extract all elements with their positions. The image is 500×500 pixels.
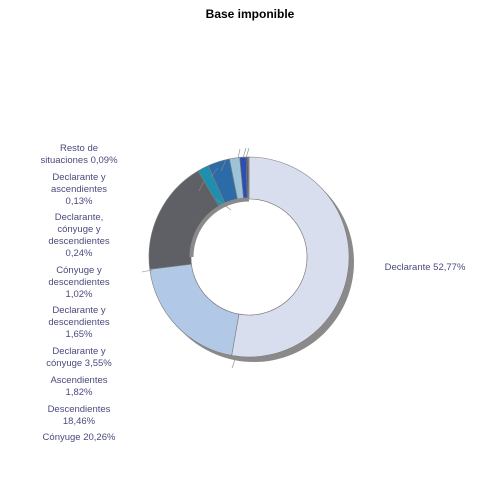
label-line: descendientes	[48, 236, 110, 247]
label-line: 1,82%	[65, 387, 93, 398]
label-declarante-descendientes: Declarante y descendientes 1,65%	[4, 305, 154, 341]
label-ascendientes: Ascendientes 1,82%	[4, 375, 154, 399]
label-line: cónyuge 3,55%	[46, 358, 112, 369]
label-line: 0,24%	[65, 248, 93, 259]
donut-hole-edge	[189, 197, 250, 258]
leader-line	[198, 180, 205, 192]
label-declarante-conyuge: Declarante y cónyuge 3,55%	[4, 346, 154, 370]
chart-title: Base imponible	[205, 7, 295, 21]
label-line: situaciones 0,09%	[40, 155, 118, 166]
label-line: Declarante 52,77%	[384, 262, 466, 273]
label-line: 1,02%	[65, 289, 93, 300]
label-declarante-ascendientes: Declarante y ascendientes 0,13%	[4, 172, 154, 208]
label-descendientes: Descendientes 18,46%	[4, 404, 154, 428]
label-line: Descendientes	[47, 404, 111, 415]
label-line: Cónyuge 20,26%	[42, 432, 116, 443]
label-line: Resto de	[59, 143, 99, 154]
label-line: cónyuge y	[57, 224, 101, 235]
label-line: descendientes	[48, 277, 110, 288]
label-line: Cónyuge y	[56, 265, 102, 276]
leader-line	[237, 148, 241, 159]
label-line: ascendientes	[51, 184, 107, 195]
label-line: 0,13%	[65, 196, 93, 207]
label-line: descendientes	[48, 317, 110, 328]
label-declarante: Declarante 52,77%	[360, 262, 490, 274]
label-line: Declarante,	[54, 212, 104, 223]
leader-line	[215, 198, 232, 211]
label-line: Ascendientes	[50, 375, 108, 386]
label-conyuge: Cónyuge 20,26%	[4, 432, 154, 444]
label-conyuge-descendientes: Cónyuge y descendientes 1,02%	[4, 265, 154, 301]
label-line: 1,65%	[65, 329, 93, 340]
slice-resto-de-situaciones	[248, 156, 250, 200]
label-line: 18,46%	[62, 416, 96, 427]
leader-line	[242, 147, 247, 159]
leader-line	[141, 269, 153, 273]
label-declarante-conyuge-descendientes: Declarante, cónyuge y descendientes 0,24%	[4, 212, 154, 260]
label-line: Declarante y	[52, 346, 106, 357]
leader-line	[231, 356, 237, 369]
label-resto-situaciones: Resto de situaciones 0,09%	[4, 143, 154, 167]
label-line: Declarante y	[52, 172, 106, 183]
leader-line	[220, 159, 227, 172]
label-line: Declarante y	[52, 305, 106, 316]
leader-line	[210, 167, 219, 178]
leader-line	[245, 147, 250, 159]
